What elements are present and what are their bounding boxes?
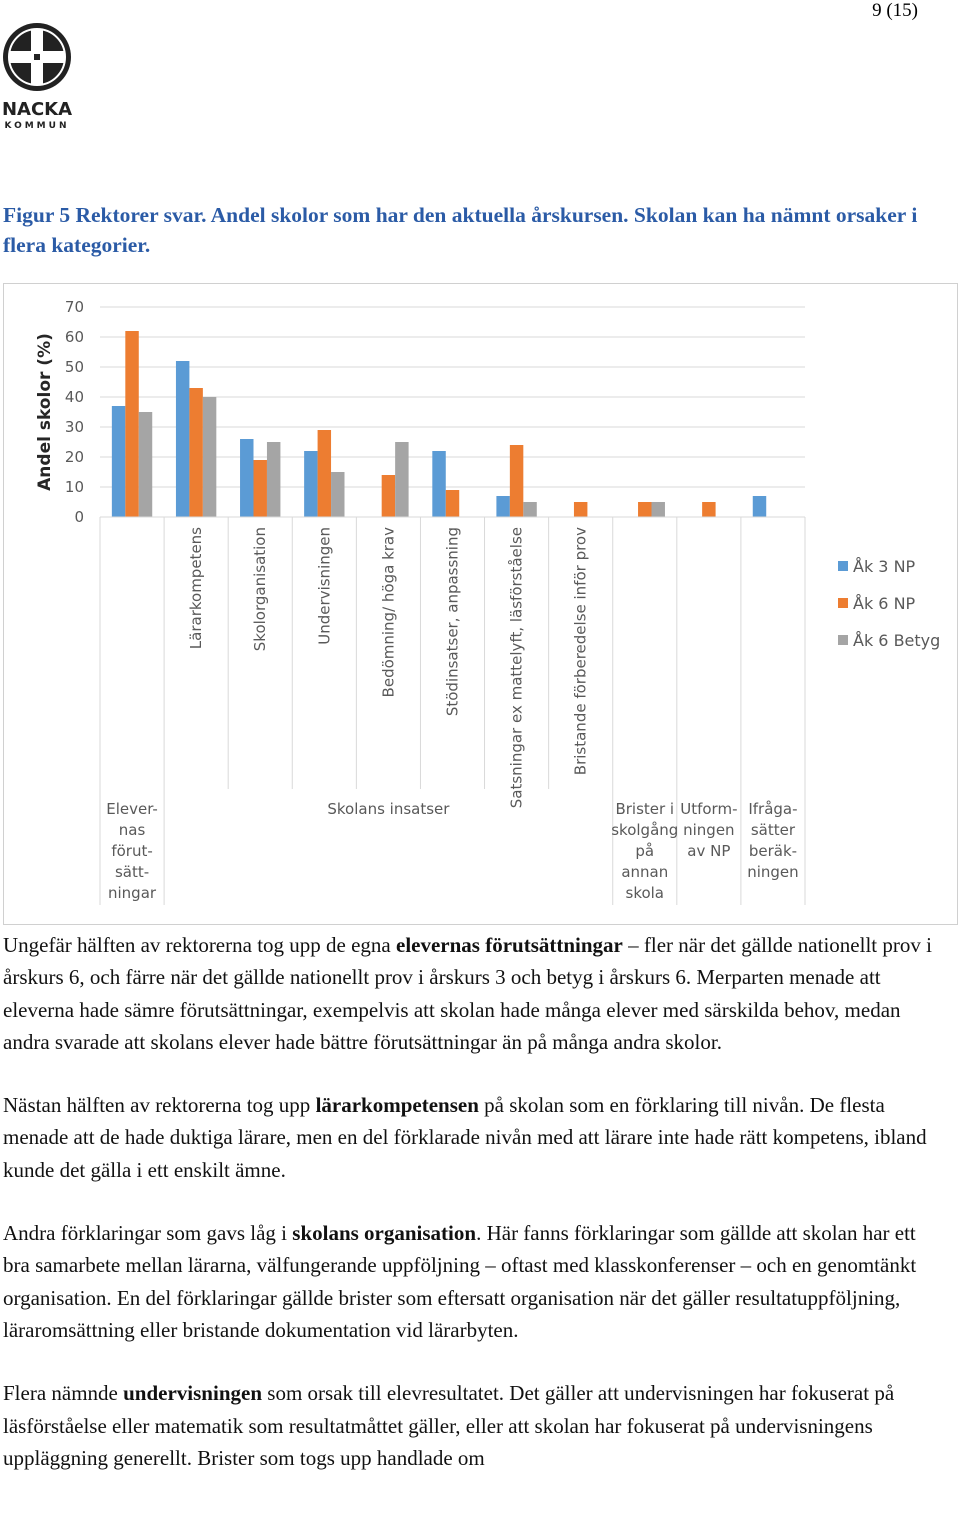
x-tick-label: Stödinsatser, anpassning	[444, 527, 462, 716]
y-tick-label: 10	[65, 478, 84, 496]
text: som orsak till elevresultatet. Det gälle…	[3, 1381, 895, 1470]
bar	[432, 451, 446, 517]
text: . Här fanns förklaringar som gällde att …	[3, 1221, 917, 1342]
figure-caption: Figur 5 Rektorer svar. Andel skolor som …	[3, 203, 918, 257]
bar	[702, 502, 716, 517]
paragraph: Andra förklaringar som gavs låg i skolan…	[3, 1217, 938, 1346]
paragraph: Flera nämnde undervisningen som orsak ti…	[3, 1377, 938, 1474]
bar	[304, 451, 318, 517]
bar	[125, 331, 139, 517]
bar	[331, 472, 345, 517]
y-tick-label: 20	[65, 448, 84, 466]
bar	[523, 502, 537, 517]
legend-label: Åk 6 NP	[853, 594, 916, 613]
bar	[445, 490, 460, 517]
group-label: Ifråga-	[748, 800, 797, 818]
y-tick-label: 40	[65, 388, 84, 406]
text: på skolan som en förklaring till nivån. …	[3, 1093, 927, 1182]
x-tick-label: Bristande förberedelse inför prov	[572, 527, 590, 775]
y-tick-label: 50	[65, 358, 84, 376]
paragraph: Nästan hälften av rektorerna tog upp lär…	[3, 1089, 938, 1186]
paragraph: Ungefär hälften av rektorerna tog upp de…	[3, 929, 938, 1058]
x-tick-label: Lärarkompetens	[187, 527, 205, 649]
group-label: ningen	[747, 863, 798, 881]
group-label: skola	[626, 884, 665, 902]
text: Nästan hälften av rektorerna tog upp	[3, 1093, 316, 1118]
logo: NACKA KOMMUN	[2, 23, 72, 130]
bar	[381, 475, 396, 517]
legend-swatch	[838, 598, 848, 608]
bar	[240, 439, 254, 517]
bar	[496, 496, 510, 517]
group-label: ningar	[108, 884, 157, 902]
bar	[189, 388, 203, 517]
group-label: beräk-	[749, 842, 797, 860]
chart: 0 10 20 30 40 50 60 70 Andel skolor (%) Elever-na…	[3, 283, 958, 925]
bar	[175, 361, 190, 517]
y-tick-label: 0	[74, 508, 84, 526]
text: Andra förklaringar som gavs låg i	[3, 1221, 293, 1246]
bar	[638, 502, 652, 517]
emphasis: undervisningen	[123, 1381, 263, 1406]
group-label: Utform-	[680, 800, 737, 818]
bar	[509, 445, 524, 517]
bar	[253, 460, 267, 517]
x-tick-label: Skolorganisation	[251, 527, 269, 651]
y-axis-label: Andel skolor (%)	[35, 333, 55, 491]
group-label: skolgång	[611, 821, 678, 839]
legend-label: Åk 6 Betyg	[853, 631, 940, 650]
group-label: av NP	[687, 842, 730, 860]
y-tick-label: 70	[65, 298, 84, 316]
legend-swatch	[838, 561, 848, 571]
group-label: förut-	[111, 842, 152, 860]
y-tick-label: 30	[65, 418, 84, 436]
group-label: nas	[119, 821, 146, 839]
page-number: 9 (15)	[872, 0, 918, 21]
x-tick-label: Bedömning/ höga krav	[379, 527, 397, 698]
bar	[111, 406, 126, 517]
bar	[651, 502, 665, 517]
bar	[202, 397, 217, 517]
legend-label: Åk 3 NP	[853, 557, 916, 576]
bar	[395, 442, 409, 517]
chart-border	[3, 283, 958, 925]
group-label: på	[635, 842, 654, 860]
emphasis: lärarkompetensen	[315, 1093, 479, 1118]
bar	[266, 442, 281, 517]
text: Flera nämnde	[3, 1381, 124, 1406]
x-tick-label: Undervisningen	[315, 527, 333, 645]
bar	[573, 502, 588, 517]
group-label: Elever-	[106, 800, 158, 818]
logo-sub: KOMMUN	[5, 121, 70, 130]
bar	[752, 496, 767, 517]
group-label: Brister i	[615, 800, 674, 818]
logo-name: NACKA	[2, 99, 72, 120]
group-label: annan	[621, 863, 668, 881]
bar	[317, 430, 332, 517]
group-label: sätter	[751, 821, 796, 839]
emphasis: elevernas förutsättningar	[396, 933, 623, 957]
legend-swatch	[838, 635, 848, 645]
y-tick-label: 60	[65, 328, 84, 346]
x-tick-label: Satsningar ex mattelyft, läsförståelse	[508, 527, 526, 808]
emphasis: skolans organisation	[292, 1221, 477, 1246]
bar	[138, 412, 153, 517]
logo-center	[34, 54, 40, 60]
body-text: Ungefär hälften av rektorerna tog upp de…	[3, 929, 938, 1505]
group-label: Skolans insatser	[327, 800, 450, 818]
group-label: ningen	[683, 821, 734, 839]
text: – fler när det gällde nationellt prov i …	[3, 933, 932, 1054]
group-label: sätt-	[115, 863, 149, 881]
text: Ungefär hälften av rektorerna tog upp de…	[3, 933, 396, 957]
